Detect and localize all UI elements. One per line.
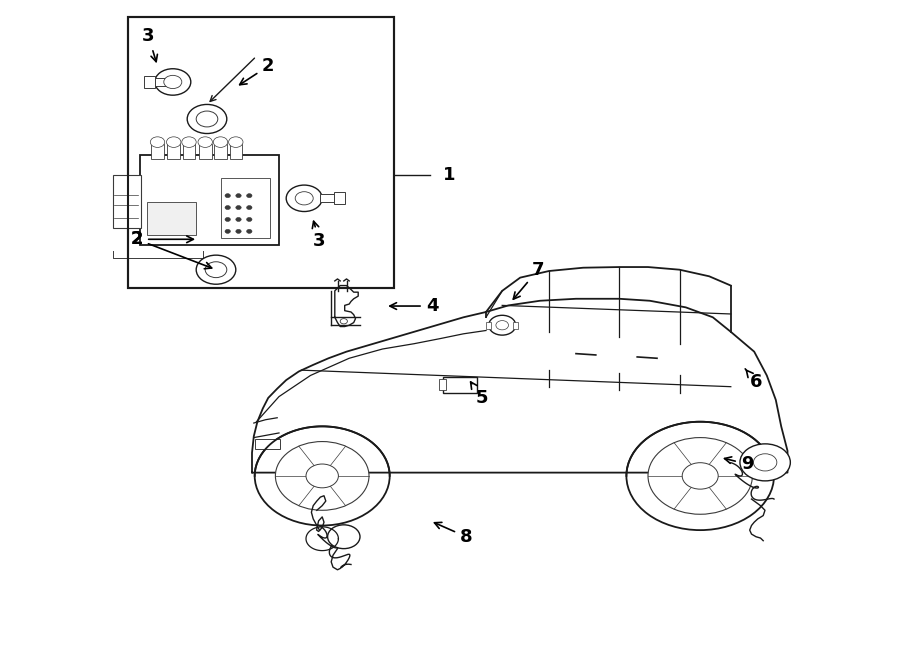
Text: 2: 2 (130, 230, 194, 249)
Circle shape (286, 185, 322, 212)
Bar (183, 144, 195, 159)
Circle shape (164, 75, 182, 89)
Circle shape (225, 194, 230, 198)
Circle shape (275, 442, 369, 510)
Circle shape (225, 229, 230, 233)
Text: 1: 1 (443, 166, 455, 184)
Bar (140, 155, 279, 245)
Circle shape (182, 137, 196, 147)
Bar (513, 322, 518, 329)
Circle shape (255, 426, 390, 525)
Bar (486, 322, 491, 329)
Bar (334, 192, 345, 204)
Text: 9: 9 (724, 455, 753, 473)
Bar (128, 17, 394, 288)
Circle shape (225, 206, 230, 210)
Circle shape (229, 137, 243, 147)
Circle shape (626, 422, 774, 530)
Text: 5: 5 (471, 382, 488, 407)
Text: 3: 3 (312, 221, 326, 251)
Circle shape (295, 192, 313, 205)
Circle shape (150, 137, 165, 147)
Circle shape (236, 206, 241, 210)
Text: 8: 8 (435, 522, 472, 546)
Circle shape (236, 194, 241, 198)
Circle shape (328, 525, 360, 549)
Circle shape (247, 194, 252, 198)
Bar (220, 178, 270, 238)
Circle shape (247, 217, 252, 221)
Circle shape (187, 104, 227, 134)
Circle shape (236, 229, 241, 233)
Text: 6: 6 (745, 369, 762, 391)
Bar (151, 144, 164, 159)
Circle shape (247, 229, 252, 233)
Circle shape (496, 321, 508, 330)
Text: 3: 3 (142, 27, 157, 61)
Circle shape (205, 262, 227, 278)
Bar (199, 144, 212, 159)
Circle shape (740, 444, 790, 481)
Text: 7: 7 (513, 260, 544, 299)
Circle shape (213, 137, 228, 147)
Circle shape (340, 319, 347, 324)
Circle shape (198, 137, 212, 147)
Bar (153, 78, 169, 86)
Circle shape (196, 255, 236, 284)
Text: 2: 2 (239, 57, 274, 85)
Circle shape (155, 69, 191, 95)
Circle shape (682, 463, 718, 489)
Bar (320, 194, 337, 202)
Bar (255, 439, 280, 449)
Bar (167, 144, 180, 159)
Circle shape (753, 453, 777, 471)
Bar (128, 17, 394, 288)
Text: 2: 2 (130, 230, 212, 269)
Circle shape (247, 206, 252, 210)
Text: 4: 4 (390, 297, 438, 315)
Bar (439, 379, 446, 390)
Circle shape (225, 217, 230, 221)
Circle shape (489, 315, 516, 335)
Circle shape (166, 137, 181, 147)
Bar (230, 144, 242, 159)
Bar (214, 144, 227, 159)
Bar (144, 76, 155, 88)
Circle shape (306, 464, 338, 488)
Bar (112, 175, 141, 228)
Circle shape (648, 438, 752, 514)
Circle shape (196, 111, 218, 127)
Circle shape (236, 217, 241, 221)
Bar (147, 202, 196, 235)
Bar (443, 377, 477, 393)
